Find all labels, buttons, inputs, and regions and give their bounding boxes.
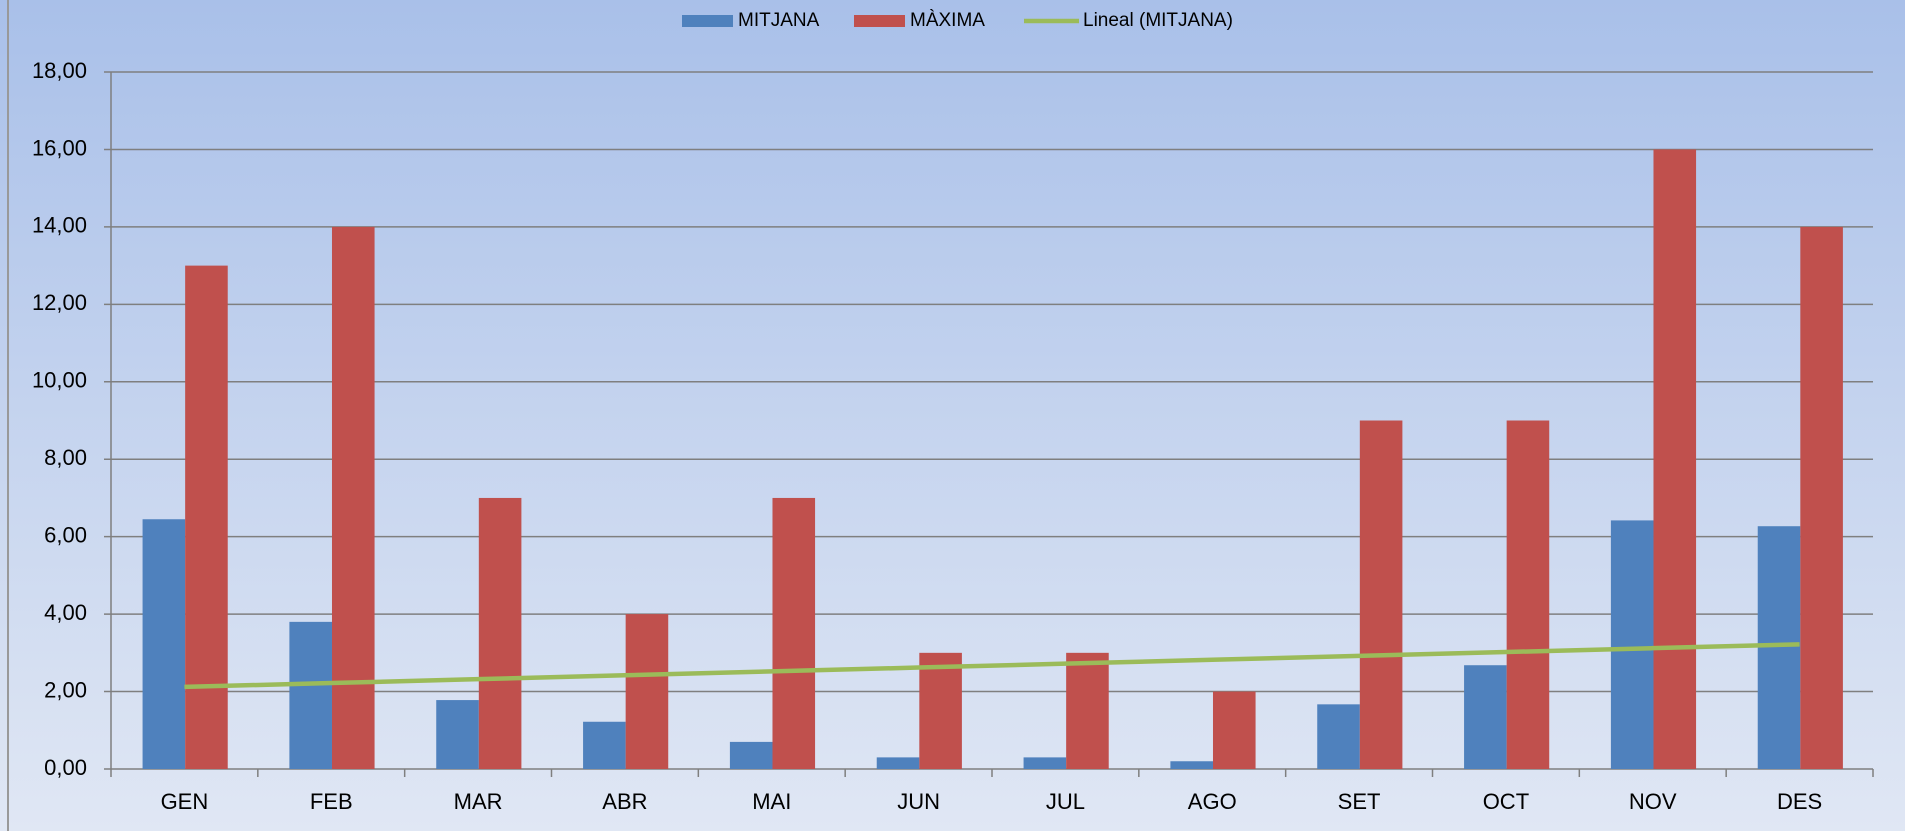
bar [1506, 420, 1550, 769]
x-tick-label: JUL [1046, 789, 1085, 814]
bar [583, 721, 626, 769]
legend-label: Lineal (MITJANA) [1083, 10, 1233, 31]
bar [289, 621, 332, 769]
x-tick-label: OCT [1483, 789, 1529, 814]
bar [185, 265, 228, 769]
x-tick-label: GEN [161, 789, 209, 814]
bar [142, 519, 186, 769]
bar [1757, 526, 1801, 769]
bar [1212, 691, 1256, 769]
x-tick-label: DES [1777, 789, 1822, 814]
x-tick-label: SET [1338, 789, 1381, 814]
y-tick-label: 16,00 [32, 135, 87, 160]
legend-swatch [682, 15, 733, 27]
bar [331, 226, 375, 769]
bar [1800, 226, 1843, 769]
y-tick-label: 0,00 [44, 755, 87, 780]
bar [436, 700, 479, 769]
bar [772, 497, 816, 769]
y-tick-label: 6,00 [44, 522, 87, 547]
x-tick-label: FEB [310, 789, 353, 814]
legend: MITJANA MÀXIMA Lineal (MITJANA) [682, 10, 1233, 31]
y-tick-label: 18,00 [32, 58, 87, 83]
bar [1170, 761, 1213, 769]
y-tick-label: 14,00 [32, 213, 87, 238]
legend-label: MÀXIMA [910, 10, 985, 31]
bar [876, 757, 920, 769]
y-tick-label: 8,00 [44, 445, 87, 470]
bar [478, 497, 522, 769]
x-tick-label: ABR [602, 789, 647, 814]
bar [1317, 704, 1360, 769]
bar [1359, 420, 1403, 769]
y-tick-label: 2,00 [44, 677, 87, 702]
y-tick-label: 10,00 [32, 368, 87, 393]
bar [1653, 149, 1697, 769]
y-tick-label: 12,00 [32, 290, 87, 315]
bar [729, 741, 773, 769]
trend-line [184, 642, 1800, 690]
x-tick-label: AGO [1188, 789, 1237, 814]
bar [625, 614, 669, 769]
x-tick-label: MAR [454, 789, 503, 814]
bar [919, 652, 962, 769]
bar [1023, 757, 1067, 769]
x-tick-label: MAI [752, 789, 791, 814]
bar [1464, 665, 1507, 769]
bar [1610, 520, 1654, 769]
legend-swatch [854, 15, 905, 27]
x-tick-label: NOV [1629, 789, 1677, 814]
x-tick-label: JUN [897, 789, 940, 814]
legend-label: MITJANA [738, 10, 820, 31]
y-tick-label: 4,00 [44, 600, 87, 625]
bar [1066, 652, 1109, 769]
